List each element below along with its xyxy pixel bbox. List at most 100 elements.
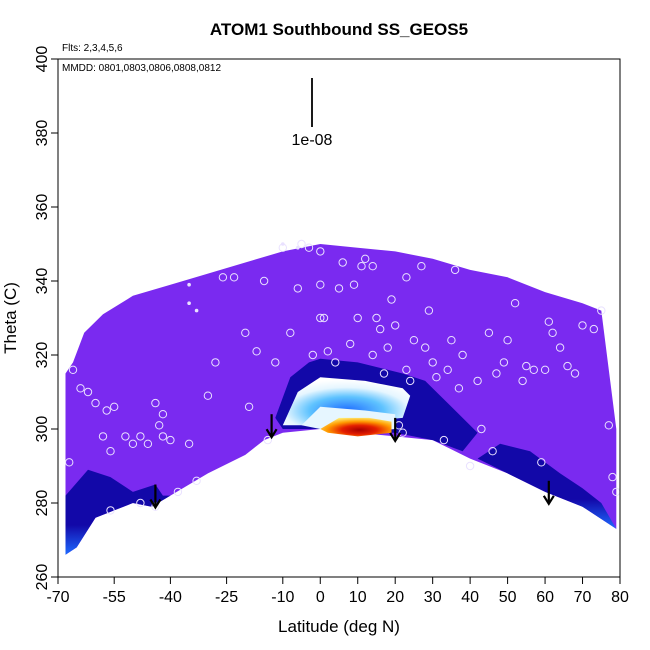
observation-point xyxy=(334,284,344,293)
observation-point xyxy=(387,295,396,304)
y-tick-label: 400 xyxy=(34,46,51,73)
y-tick-label: 360 xyxy=(34,194,51,221)
y-tick-label: 300 xyxy=(34,416,51,443)
x-tick-label: -25 xyxy=(215,589,238,606)
observation-point xyxy=(540,365,550,374)
x-tick-label: -55 xyxy=(103,589,126,606)
observation-point xyxy=(398,428,407,437)
observation-point xyxy=(604,421,613,430)
observation-point xyxy=(589,324,598,334)
core-hot-region xyxy=(320,417,392,437)
observation-marker xyxy=(194,308,199,313)
observation-point xyxy=(259,276,269,286)
observation-point xyxy=(368,350,377,360)
observation-point xyxy=(68,365,78,374)
observation-point xyxy=(166,435,175,445)
observation-point xyxy=(151,398,160,408)
dates-note: MMDD: 0801,0803,0806,0808,0812 xyxy=(62,63,221,74)
x-tick-label: 30 xyxy=(424,589,442,606)
x-axis-label: Latitude (deg N) xyxy=(278,617,400,636)
observation-point xyxy=(316,247,325,256)
observation-point xyxy=(143,439,153,448)
observation-point xyxy=(383,343,392,352)
observation-point xyxy=(211,358,220,367)
observation-point xyxy=(102,406,111,415)
observation-point xyxy=(308,350,317,360)
observation-point xyxy=(252,347,261,356)
observation-point xyxy=(402,365,411,374)
observation-point xyxy=(65,458,74,467)
observation-point xyxy=(241,328,250,337)
observation-point xyxy=(158,410,168,419)
observation-point xyxy=(555,343,565,352)
observation-point xyxy=(492,369,501,378)
observation-point xyxy=(548,328,557,337)
observation-point xyxy=(136,498,145,508)
observation-point xyxy=(192,476,201,485)
observation-point xyxy=(98,432,108,441)
y-tick-label: 280 xyxy=(34,490,51,517)
observation-point xyxy=(454,384,464,393)
flight-arrowhead xyxy=(149,498,162,510)
observation-point xyxy=(522,361,531,371)
observation-marker xyxy=(187,301,191,306)
observation-point xyxy=(244,402,254,411)
observation-point xyxy=(544,317,553,326)
observation-point xyxy=(529,365,538,374)
x-tick-label: 60 xyxy=(536,589,554,606)
observation-point xyxy=(361,254,370,263)
x-tick-label: -40 xyxy=(159,589,182,606)
observation-point xyxy=(477,424,486,434)
observation-point xyxy=(316,313,325,323)
y-tick-label: 340 xyxy=(34,268,51,295)
observation-point xyxy=(518,376,527,386)
scale-bar-label: 1e-08 xyxy=(292,132,333,149)
plot-area xyxy=(65,239,621,555)
observation-point xyxy=(121,432,130,441)
observation-point xyxy=(406,376,415,386)
y-tick-label: 380 xyxy=(34,120,51,147)
flight-arrowhead xyxy=(542,495,555,506)
chart-title: ATOM1 Southbound SS_GEOS5 xyxy=(210,20,468,39)
y-tick-label: 320 xyxy=(34,342,51,369)
observation-point xyxy=(155,421,164,430)
observation-point xyxy=(447,336,456,345)
observation-point xyxy=(319,313,329,323)
observation-point xyxy=(597,306,606,315)
observation-point xyxy=(136,432,145,441)
observation-point xyxy=(376,324,385,334)
observation-point xyxy=(563,361,572,371)
observation-point xyxy=(578,321,587,330)
flight-arrowhead xyxy=(265,428,278,440)
observation-point xyxy=(128,439,138,448)
observation-point xyxy=(184,439,194,448)
observation-point xyxy=(379,369,389,378)
observation-point xyxy=(346,339,355,349)
observation-point xyxy=(304,243,314,252)
observation-point xyxy=(421,343,430,352)
observation-point xyxy=(450,265,460,275)
x-axis: -70 -55 -40 -25 -10 0 10 20 30 40 50 60 70 80 xyxy=(46,576,629,606)
observation-point xyxy=(443,365,452,374)
x-tick-label: 40 xyxy=(461,589,479,606)
x-tick-label: 0 xyxy=(316,589,325,606)
lower-left-lobe xyxy=(65,469,171,555)
x-tick-label: -10 xyxy=(271,589,294,606)
x-tick-label: -70 xyxy=(46,589,69,606)
observation-marker xyxy=(281,242,285,246)
flights-note: Flts: 2,3,4,5,6 xyxy=(62,43,123,54)
observation-point xyxy=(357,262,366,271)
observation-point xyxy=(293,284,302,293)
x-tick-label: 20 xyxy=(386,589,404,606)
observation-point xyxy=(458,350,467,360)
observation-point xyxy=(432,373,441,382)
observation-point xyxy=(484,328,494,337)
observation-point xyxy=(488,447,497,456)
observation-point xyxy=(110,402,119,411)
observation-point xyxy=(424,306,434,315)
observation-point xyxy=(503,336,512,345)
observation-point xyxy=(417,262,426,271)
observation-point xyxy=(391,321,400,330)
observation-point xyxy=(173,487,183,497)
